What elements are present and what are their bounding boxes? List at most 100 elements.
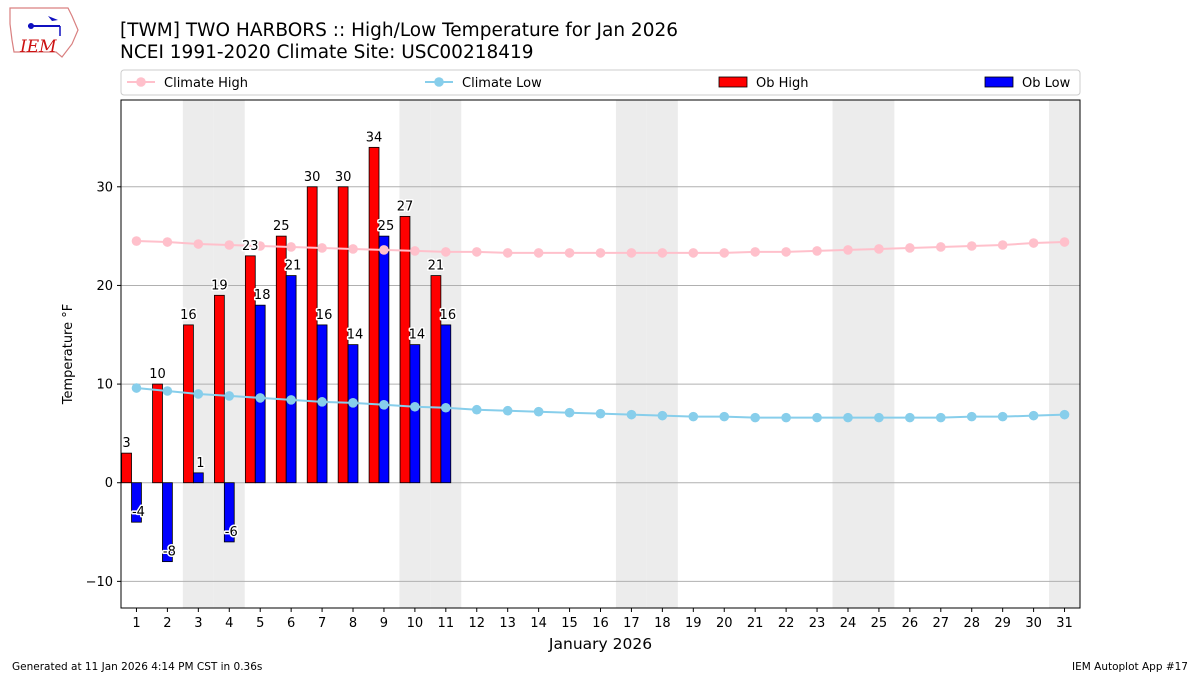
ob-high-label: 10: [149, 367, 166, 382]
footer-app: IEM Autoplot App #17: [1072, 661, 1188, 673]
climate-low-point: [286, 395, 296, 405]
legend-marker-icon: [136, 77, 146, 87]
climate-low-point: [564, 407, 575, 418]
climate-low-point: [966, 411, 977, 422]
climate-low-point: [843, 412, 853, 423]
ob-low-bar: [347, 344, 359, 484]
climate-high-point: [1059, 237, 1070, 247]
climate-low-point: [131, 383, 142, 393]
climate-low-point: [410, 401, 420, 412]
x-tick-label: 26: [902, 616, 919, 631]
climate-high-point: [255, 241, 266, 251]
climate-low-point: [997, 411, 1008, 422]
climate-high-point: [348, 244, 358, 254]
ob-low-bar: [409, 344, 421, 484]
climate-high-point: [997, 240, 1008, 250]
chart-title-line1: [TWM] TWO HARBORS :: High/Low Temperatur…: [120, 20, 678, 41]
ob-low-label: 1: [196, 456, 204, 471]
ob-high-bar: [152, 383, 163, 484]
iem-logo: IEM: [9, 7, 79, 58]
climate-low-point: [502, 405, 513, 416]
y-tick-label: 30: [96, 180, 113, 195]
climate-low-point: [255, 393, 266, 403]
legend-swatch-icon: [718, 76, 748, 88]
climate-low-point: [595, 408, 606, 419]
climate-high-point: [966, 241, 977, 251]
x-tick-label: 30: [1025, 616, 1042, 631]
climate-high-point: [935, 242, 946, 252]
x-tick-label: 16: [592, 616, 609, 631]
climate-low-point: [193, 389, 204, 399]
y-tick-label: 10: [96, 378, 113, 393]
climate-low-point: [348, 398, 358, 408]
ob-high-bar: [214, 294, 225, 484]
ob-high-bar: [399, 215, 411, 484]
ob-low-label: 16: [316, 308, 333, 323]
x-tick-label: 5: [256, 616, 264, 631]
climate-low-point: [781, 412, 791, 423]
ob-low-bar: [378, 235, 390, 484]
climate-high-point: [750, 247, 760, 257]
climate-high-point: [688, 248, 699, 258]
x-tick-label: 3: [194, 616, 202, 631]
climate-high-point: [502, 248, 513, 258]
climate-high-point: [626, 248, 637, 258]
climate-high-point: [843, 245, 853, 255]
x-tick-label: 11: [438, 616, 455, 631]
chart-title-line2: NCEI 1991-2020 Climate Site: USC00218419: [120, 42, 534, 63]
x-tick-label: 23: [809, 616, 826, 631]
x-tick-label: 12: [468, 616, 485, 631]
climate-high-point: [193, 239, 204, 249]
ob-low-label: 16: [440, 308, 457, 323]
climate-low-point: [874, 412, 884, 423]
y-axis-label: Temperature °F: [61, 304, 76, 405]
legend-marker-icon: [434, 77, 444, 87]
x-tick-label: 6: [287, 616, 295, 631]
ob-low-label: -6: [225, 525, 238, 540]
climate-low-point: [750, 412, 760, 423]
ob-low-label: 18: [254, 288, 271, 303]
x-axis-label: January 2026: [548, 635, 652, 653]
x-tick-label: 18: [654, 616, 671, 631]
ob-low-label: 14: [347, 328, 364, 343]
climate-low-point: [441, 402, 451, 413]
climate-low-point: [533, 406, 544, 417]
climate-high-point: [781, 247, 791, 257]
climate-high-point: [595, 248, 606, 258]
climate-high-point: [657, 248, 668, 258]
x-tick-label: 17: [623, 616, 640, 631]
x-tick-label: 19: [685, 616, 702, 631]
ob-low-bar: [131, 482, 142, 523]
weekend-band: [863, 100, 895, 608]
climate-high-point: [874, 244, 884, 254]
x-tick-label: 14: [530, 616, 547, 631]
climate-low-point: [162, 386, 173, 396]
climate-high-point: [905, 243, 915, 253]
climate-high-point: [162, 237, 173, 247]
x-tick-label: 15: [561, 616, 578, 631]
climate-low-point: [317, 397, 327, 407]
ob-low-label: 14: [409, 328, 426, 343]
climate-low-point: [657, 410, 668, 421]
ob-high-label: 3: [122, 436, 130, 451]
legend-label: Ob Low: [1022, 76, 1071, 91]
weekend-band: [832, 100, 864, 608]
ob-low-bar: [223, 482, 235, 543]
ob-high-label: 23: [242, 239, 259, 254]
ob-high-label: 25: [273, 219, 290, 234]
climate-low-point: [905, 412, 915, 423]
ob-high-label: 16: [180, 308, 197, 323]
legend-label: Climate Low: [462, 76, 542, 91]
ob-low-label: 21: [285, 259, 302, 274]
legend: Climate High Climate Low Ob High Ob Low: [120, 69, 1081, 96]
x-tick-label: 28: [963, 616, 980, 631]
climate-high-point: [410, 246, 420, 256]
x-tick-label: 10: [407, 616, 424, 631]
climate-low-point: [935, 412, 946, 423]
x-tick-label: 29: [994, 616, 1011, 631]
x-tick-label: 20: [716, 616, 733, 631]
climate-low-point: [224, 391, 235, 401]
legend-label: Climate High: [164, 76, 248, 91]
climate-high-point: [224, 240, 235, 250]
climate-low-point: [719, 411, 730, 422]
